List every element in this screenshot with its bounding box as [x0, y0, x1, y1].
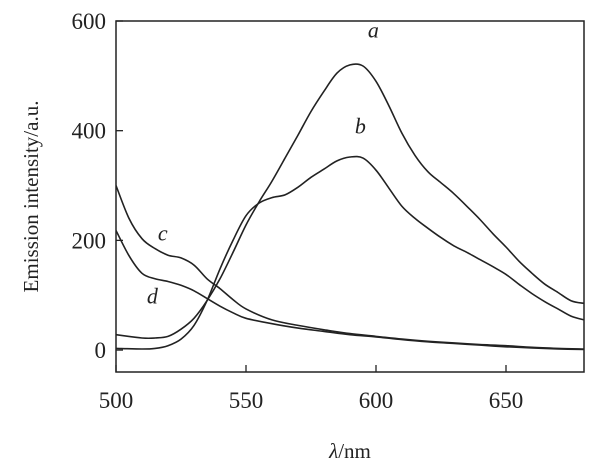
x-axis-symbol: λ	[328, 439, 338, 463]
series-line-d	[116, 230, 584, 351]
series-line-b	[116, 155, 584, 350]
series-label-d: d	[147, 283, 159, 308]
series-label-c: c	[158, 220, 168, 245]
y-tick-label: 200	[72, 228, 107, 253]
y-axis-title: Emission intensity/a.u.	[19, 101, 43, 293]
x-axis-title: λ/nm	[328, 439, 371, 463]
y-tick-label: 0	[95, 338, 107, 363]
x-axis-unit: /nm	[338, 439, 371, 463]
y-tick-label: 600	[72, 9, 107, 34]
series-label-a: a	[368, 17, 379, 42]
x-tick-label: 600	[359, 388, 394, 413]
plot-frame	[115, 20, 585, 373]
x-tick-label: 650	[489, 388, 524, 413]
x-tick-label: 500	[99, 388, 134, 413]
x-tick-label: 550	[229, 388, 264, 413]
series-label-b: b	[355, 113, 366, 138]
series-line-a	[116, 63, 584, 340]
y-tick-label: 400	[72, 119, 107, 144]
axes: 500 550 600 650 0 200 400 600	[72, 9, 585, 413]
plot-area: a b c d	[116, 17, 584, 351]
